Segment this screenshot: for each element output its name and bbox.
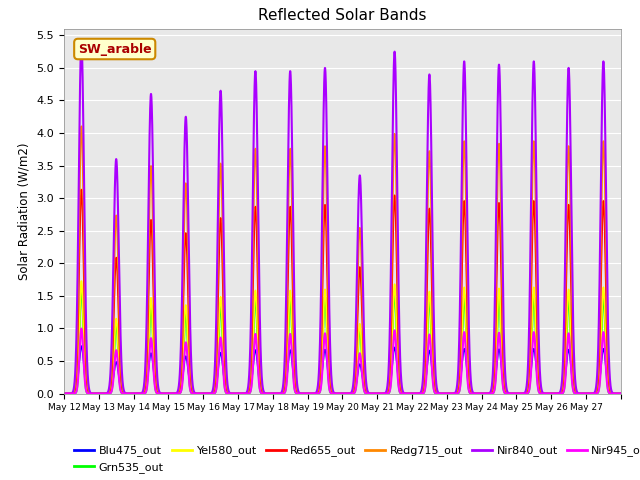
Blu475_out (393, 362, 401, 368)
Line: Yel580_out: Yel580_out (64, 281, 621, 394)
Red655_out (176, 387, 184, 393)
Grn535_out (60, 391, 68, 396)
Yel580_out (364, 391, 371, 396)
Title: Reflected Solar Bands: Reflected Solar Bands (258, 9, 427, 24)
Legend: Blu475_out, Grn535_out, Yel580_out, Red655_out, Redg715_out, Nir840_out, Nir945_: Blu475_out, Grn535_out, Yel580_out, Red6… (70, 441, 640, 478)
Blu475_out (495, 347, 503, 352)
Line: Nir840_out: Nir840_out (64, 42, 621, 394)
Redg715_out (537, 388, 545, 394)
Red655_out (523, 390, 531, 396)
Redg715_out (60, 391, 68, 396)
Yel580_out (77, 278, 85, 284)
Nir840_out (495, 63, 503, 69)
Blu475_out (537, 390, 545, 396)
Line: Nir945_out: Nir945_out (64, 328, 621, 394)
Grn535_out (523, 391, 531, 396)
Redg715_out (77, 123, 85, 129)
Red655_out (60, 391, 68, 396)
Redg715_out (393, 233, 401, 239)
Red655_out (364, 390, 371, 396)
Yel580_out (176, 390, 184, 396)
Blu475_out (617, 391, 625, 396)
Blu475_out (523, 390, 531, 396)
Nir945_out (176, 390, 184, 396)
Blu475_out (77, 343, 85, 349)
Grn535_out (495, 293, 503, 299)
Nir945_out (537, 391, 545, 396)
Redg715_out (495, 142, 503, 147)
Redg715_out (617, 391, 625, 396)
Grn535_out (537, 391, 545, 396)
Nir945_out (617, 391, 625, 396)
Line: Grn535_out: Grn535_out (64, 288, 621, 394)
Nir840_out (617, 391, 625, 396)
Redg715_out (523, 388, 531, 394)
Red655_out (617, 391, 625, 396)
Red655_out (393, 276, 401, 282)
Yel580_out (617, 391, 625, 396)
Yel580_out (393, 340, 401, 346)
Nir840_out (393, 164, 401, 170)
Nir840_out (364, 386, 371, 392)
Nir840_out (523, 384, 531, 390)
Redg715_out (364, 389, 371, 395)
Grn535_out (176, 391, 184, 396)
Nir945_out (60, 391, 68, 396)
Nir945_out (77, 325, 85, 331)
Line: Redg715_out: Redg715_out (64, 126, 621, 394)
Grn535_out (393, 350, 401, 356)
Blu475_out (364, 390, 371, 396)
Nir840_out (77, 39, 85, 45)
Red655_out (77, 187, 85, 192)
Grn535_out (364, 391, 371, 396)
Red655_out (495, 201, 503, 206)
Text: SW_arable: SW_arable (78, 43, 152, 56)
Nir945_out (364, 391, 371, 396)
Nir840_out (176, 375, 184, 381)
Red655_out (537, 389, 545, 395)
Blu475_out (176, 389, 184, 395)
Nir840_out (537, 383, 545, 388)
Yel580_out (523, 391, 531, 396)
Nir945_out (523, 391, 531, 396)
Grn535_out (617, 391, 625, 396)
Yel580_out (60, 391, 68, 396)
Yel580_out (495, 286, 503, 292)
Y-axis label: Solar Radiation (W/m2): Solar Radiation (W/m2) (18, 143, 31, 280)
Line: Red655_out: Red655_out (64, 190, 621, 394)
Blu475_out (60, 391, 68, 396)
Nir840_out (60, 391, 68, 396)
Redg715_out (176, 384, 184, 390)
Nir945_out (495, 330, 503, 336)
Yel580_out (537, 391, 545, 396)
Line: Blu475_out: Blu475_out (64, 346, 621, 394)
Grn535_out (77, 285, 85, 291)
Nir945_out (393, 361, 401, 367)
